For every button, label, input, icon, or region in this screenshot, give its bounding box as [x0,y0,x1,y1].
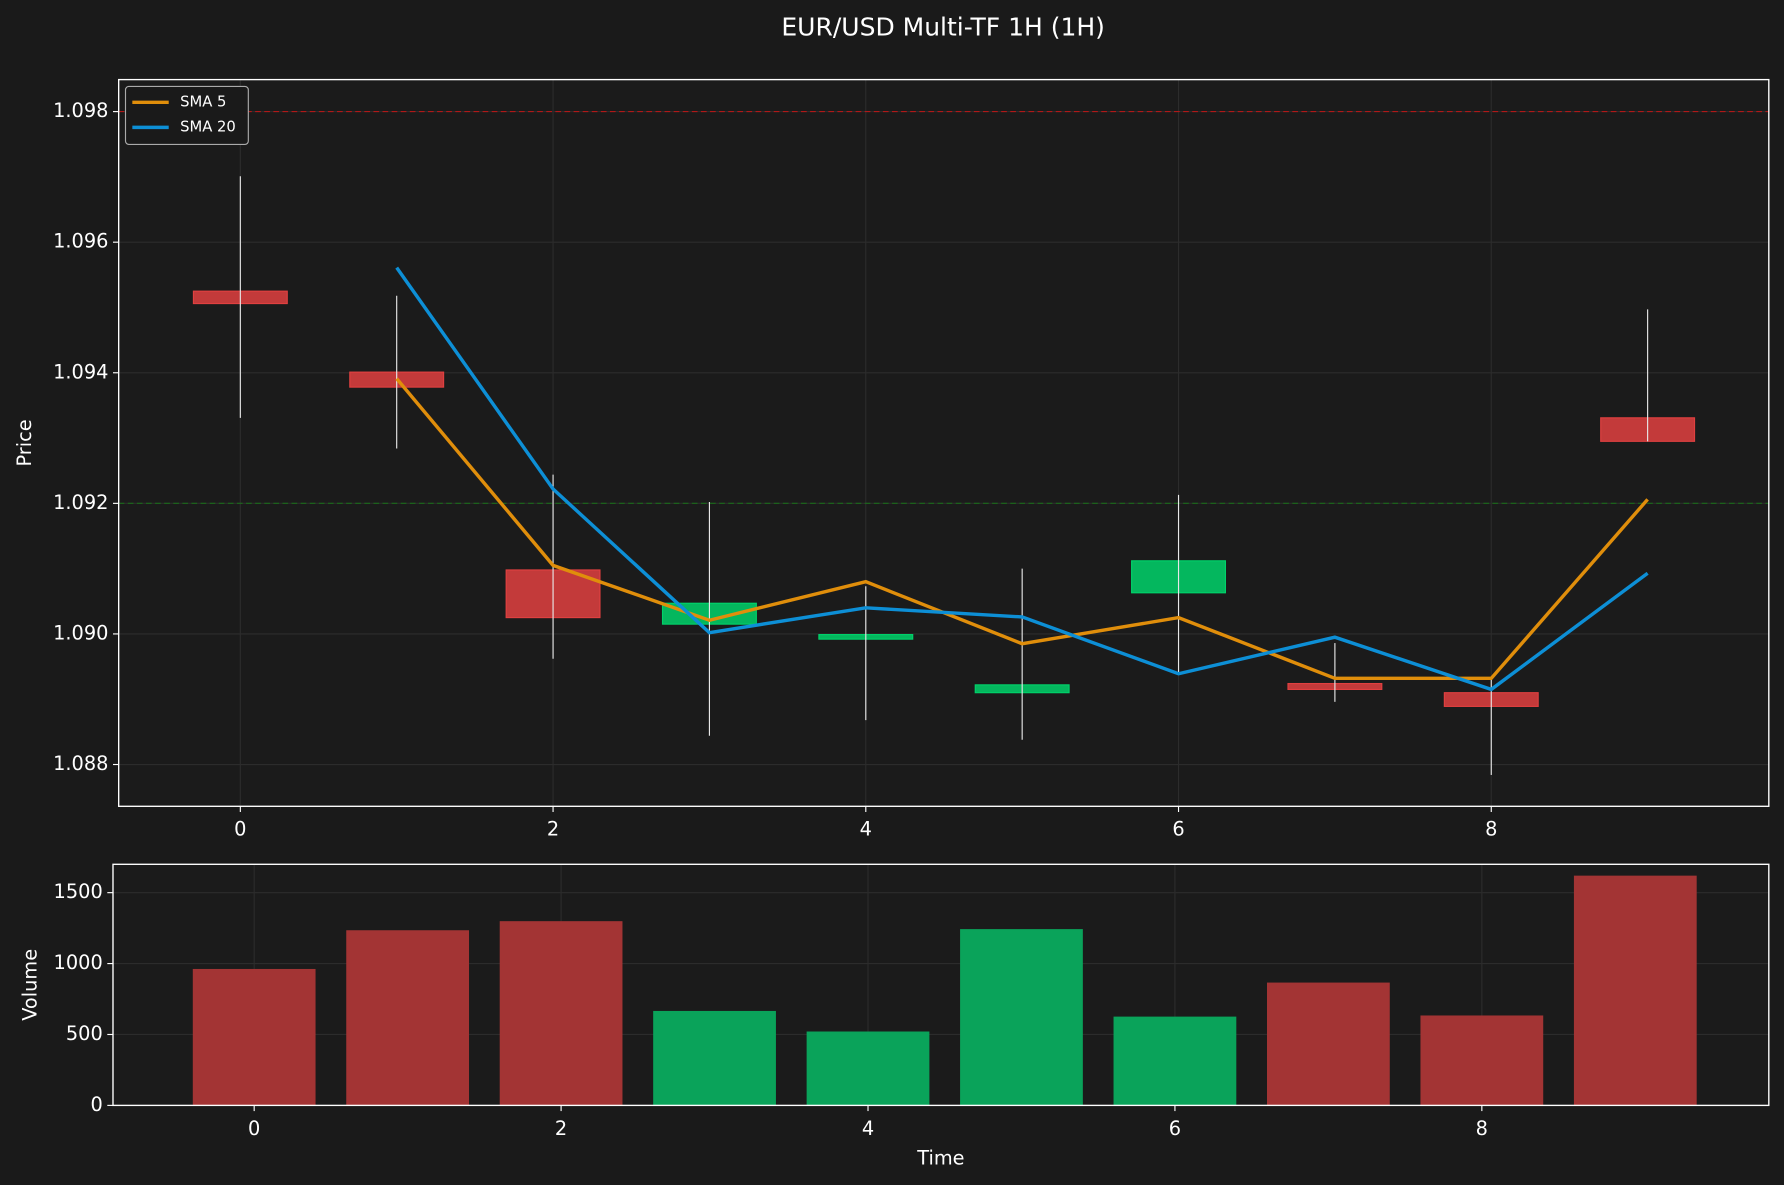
y-tick-label: 1.096 [53,230,108,253]
x-axis-label: Time [916,1146,964,1169]
volume-bar [499,921,623,1106]
x-tick-label: 8 [1476,1117,1488,1140]
volume-bar [1113,1016,1237,1106]
legend-label: SMA 20 [180,118,236,135]
y-tick-label: 1.094 [53,360,108,383]
y-axis-label: Volume [19,949,42,1021]
volume-bar [806,1031,930,1106]
x-tick-label: 2 [555,1117,567,1140]
plot-frame [117,78,1770,807]
y-axis-label: Price [13,419,36,466]
x-tick-label: 4 [860,818,872,841]
volume-bar [1420,1015,1544,1106]
y-tick-label: 1.088 [53,752,108,775]
volume-bar [346,930,470,1106]
y-tick-label: 0 [90,1093,102,1116]
y-tick-label: 500 [66,1022,103,1045]
volume-bar [1267,982,1390,1106]
x-tick-label: 8 [1485,818,1497,841]
x-tick-label: 6 [1172,818,1184,841]
y-tick-label: 1500 [54,880,103,903]
plot-frame [112,863,1770,1107]
plot-area [118,79,1769,807]
volume-bar [1573,875,1697,1106]
volume-bar [192,968,316,1106]
chart-title: EUR/USD Multi-TF 1H (1H) [781,12,1105,41]
x-tick-label: 2 [547,818,559,841]
x-tick-label: 4 [862,1117,874,1140]
y-tick-label: 1.098 [53,99,108,122]
y-tick-label: 1000 [54,951,103,974]
volume-bar [653,1010,776,1106]
x-tick-label: 0 [234,818,246,841]
volume-bar [960,929,1083,1106]
y-tick-label: 1.092 [53,491,108,514]
x-tick-label: 6 [1169,1117,1181,1140]
legend-label: SMA 5 [180,93,226,110]
x-tick-label: 0 [248,1117,260,1140]
y-tick-label: 1.090 [53,621,108,644]
sma-line [395,266,1649,692]
sma-line [395,377,1649,681]
